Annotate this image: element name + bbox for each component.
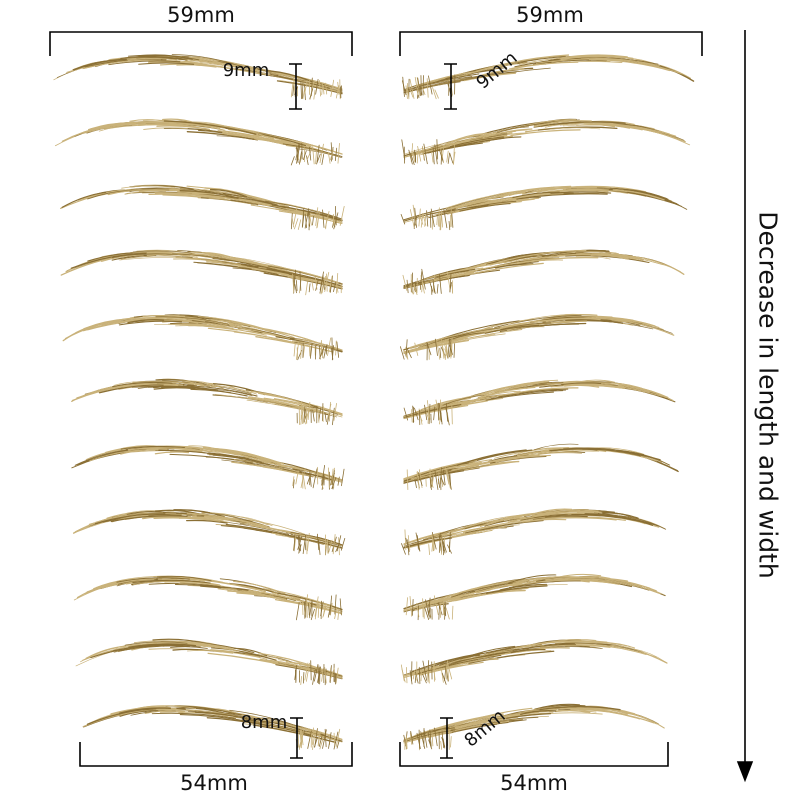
right-eyebrow — [401, 54, 695, 100]
right-bottom-width-bracket — [399, 742, 669, 767]
brows-group — [53, 54, 695, 751]
left-eyebrow — [73, 575, 343, 621]
left-eyebrow — [60, 249, 343, 296]
right-eyebrow — [403, 573, 666, 621]
left-eyebrow — [53, 54, 343, 101]
right-eyebrow — [403, 703, 665, 751]
right-bottom-height-marker — [440, 717, 453, 759]
left-bottom-width-label: 54mm — [180, 771, 248, 795]
right-eyebrow — [401, 508, 667, 556]
right-top-width-label: 59mm — [516, 3, 584, 27]
left-eyebrow — [82, 705, 343, 750]
right-eyebrow — [400, 639, 668, 685]
left-bottom-height-marker — [290, 717, 303, 759]
right-eyebrow — [402, 249, 685, 296]
left-eyebrow — [72, 509, 346, 556]
left-eyebrow — [54, 118, 343, 166]
left-bottom-height-label: 8mm — [240, 712, 288, 733]
right-eyebrow — [399, 313, 675, 361]
left-top-height-label: 9mm — [222, 60, 270, 81]
right-top-width-bracket — [399, 31, 703, 56]
left-top-height-marker — [289, 63, 302, 110]
right-top-height-marker — [444, 63, 457, 110]
left-top-width-bracket — [49, 31, 353, 56]
right-bottom-width-label: 54mm — [500, 771, 568, 795]
left-eyebrow — [71, 445, 345, 490]
left-eyebrow — [60, 184, 345, 231]
left-eyebrow — [62, 314, 343, 361]
right-eyebrow — [401, 118, 691, 166]
left-bottom-width-bracket — [79, 742, 353, 767]
right-eyebrow — [403, 379, 676, 426]
left-top-width-label: 59mm — [167, 3, 235, 27]
left-eyebrow — [75, 638, 343, 686]
decrease-caption: Decrease in length and width — [753, 211, 783, 579]
dimensions-group — [49, 30, 754, 783]
left-eyebrow — [71, 378, 343, 426]
right-eyebrow — [400, 185, 688, 231]
decrease-arrow-head — [736, 761, 754, 783]
right-eyebrow — [403, 443, 679, 491]
